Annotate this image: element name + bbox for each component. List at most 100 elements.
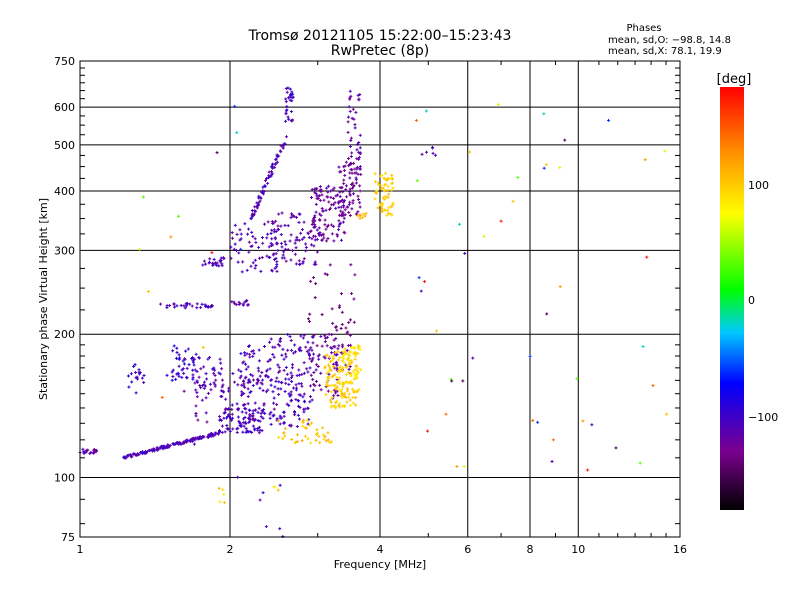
data-point bbox=[340, 345, 344, 349]
data-point bbox=[311, 341, 315, 345]
data-point bbox=[218, 418, 222, 422]
data-point bbox=[420, 152, 424, 156]
data-point bbox=[339, 389, 343, 393]
data-point bbox=[336, 358, 340, 362]
data-point bbox=[280, 353, 284, 357]
data-point bbox=[330, 307, 334, 311]
data-point bbox=[205, 377, 209, 381]
data-point bbox=[333, 201, 337, 205]
colorbar-label: [deg] bbox=[717, 72, 752, 87]
data-point bbox=[260, 256, 264, 260]
data-point bbox=[281, 145, 285, 149]
data-point bbox=[317, 232, 321, 236]
data-point bbox=[290, 437, 294, 441]
data-point bbox=[663, 149, 667, 153]
data-point bbox=[81, 447, 85, 451]
data-point bbox=[268, 416, 272, 420]
data-point bbox=[251, 417, 255, 421]
data-point bbox=[227, 415, 231, 419]
data-point bbox=[358, 348, 362, 352]
data-point bbox=[355, 372, 359, 376]
data-point bbox=[172, 344, 176, 348]
data-point bbox=[286, 348, 290, 352]
data-point bbox=[194, 388, 198, 392]
data-point bbox=[295, 215, 299, 219]
data-point bbox=[334, 361, 338, 365]
data-point bbox=[299, 334, 303, 338]
data-point bbox=[179, 303, 183, 307]
data-point bbox=[200, 436, 204, 440]
data-point bbox=[278, 369, 282, 373]
data-point bbox=[343, 213, 347, 217]
data-point bbox=[358, 93, 362, 97]
data-point bbox=[347, 370, 351, 374]
data-point bbox=[581, 419, 585, 423]
data-point bbox=[142, 451, 146, 455]
data-point bbox=[550, 459, 554, 463]
data-point bbox=[373, 172, 377, 176]
data-point bbox=[233, 242, 237, 246]
data-point bbox=[347, 105, 351, 109]
data-point bbox=[340, 212, 344, 216]
data-point bbox=[204, 262, 208, 266]
data-point bbox=[310, 398, 314, 402]
data-point bbox=[122, 456, 126, 460]
data-point bbox=[266, 388, 270, 392]
data-point bbox=[312, 370, 316, 374]
data-point bbox=[306, 406, 310, 410]
data-point bbox=[314, 210, 318, 214]
data-point bbox=[194, 404, 198, 408]
data-point bbox=[257, 431, 261, 435]
data-point bbox=[275, 376, 279, 380]
data-point bbox=[195, 306, 199, 310]
data-point bbox=[278, 338, 282, 342]
data-point bbox=[351, 201, 355, 205]
data-point bbox=[281, 347, 285, 351]
data-point bbox=[281, 437, 285, 441]
data-point bbox=[253, 401, 257, 405]
data-point bbox=[312, 216, 316, 220]
data-point bbox=[300, 372, 304, 376]
data-point bbox=[344, 373, 348, 377]
data-point bbox=[137, 368, 141, 372]
data-point bbox=[291, 118, 295, 122]
data-point bbox=[223, 411, 227, 415]
data-point bbox=[238, 376, 242, 380]
data-point bbox=[343, 173, 347, 177]
data-point bbox=[232, 300, 236, 304]
data-point bbox=[347, 157, 351, 161]
y-tick-label: 200 bbox=[54, 328, 75, 341]
data-point bbox=[462, 464, 466, 468]
data-point bbox=[450, 379, 454, 383]
data-point bbox=[175, 346, 179, 350]
data-point bbox=[312, 352, 316, 356]
data-point bbox=[390, 177, 394, 181]
data-point bbox=[356, 172, 360, 176]
data-point bbox=[323, 334, 327, 338]
data-point bbox=[220, 424, 224, 428]
data-point bbox=[531, 419, 535, 423]
data-point bbox=[193, 438, 197, 442]
data-point bbox=[277, 365, 281, 369]
data-point bbox=[288, 394, 292, 398]
data-point bbox=[253, 258, 257, 262]
data-point bbox=[271, 352, 275, 356]
data-point bbox=[344, 184, 348, 188]
data-point bbox=[341, 404, 345, 408]
data-point bbox=[390, 188, 394, 192]
colorbar bbox=[720, 87, 744, 510]
data-point bbox=[244, 411, 248, 415]
data-point bbox=[219, 389, 223, 393]
data-point bbox=[285, 90, 289, 94]
data-point bbox=[339, 326, 343, 330]
data-point bbox=[289, 371, 293, 375]
data-point bbox=[239, 369, 243, 373]
data-point bbox=[337, 402, 341, 406]
data-point bbox=[379, 187, 383, 191]
data-point bbox=[338, 190, 342, 194]
data-point bbox=[388, 212, 392, 216]
data-point bbox=[355, 167, 359, 171]
data-point bbox=[184, 438, 188, 442]
data-point bbox=[142, 374, 146, 378]
data-point bbox=[386, 188, 390, 192]
